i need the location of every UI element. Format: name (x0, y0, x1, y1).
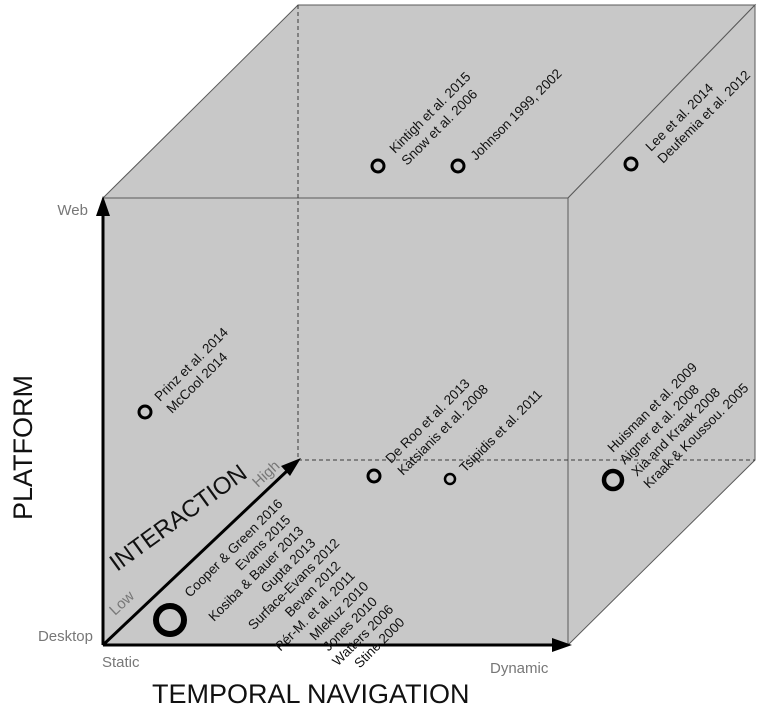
platform-low-label: Desktop (38, 628, 93, 645)
study-marker (366, 468, 382, 484)
study-marker (137, 404, 153, 420)
platform-axis (96, 196, 110, 645)
temporal-axis (103, 638, 572, 652)
temporal-high-label: Dynamic (490, 660, 549, 677)
platform-axis-title: PLATFORM (8, 375, 38, 520)
study-marker (370, 158, 386, 174)
study-marker (623, 156, 639, 172)
temporal-low-label: Static (102, 654, 140, 671)
study-marker (450, 158, 466, 174)
study-marker (443, 472, 457, 486)
platform-high-label: Web (57, 202, 88, 219)
interaction-axis (101, 458, 301, 647)
temporal-axis-title: TEMPORAL NAVIGATION (152, 679, 470, 709)
study-marker (153, 603, 187, 637)
study-marker (601, 468, 625, 492)
